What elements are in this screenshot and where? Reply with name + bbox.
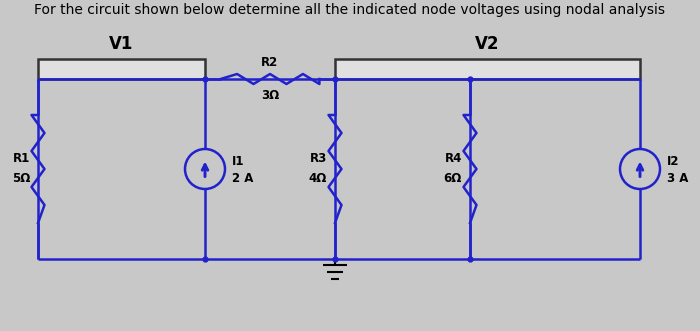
Text: R4: R4 [444,153,462,166]
Text: I2: I2 [667,156,680,168]
Text: 4Ω: 4Ω [309,172,327,185]
Text: V2: V2 [475,35,500,53]
Bar [38,59,205,79]
Text: R3: R3 [309,153,327,166]
Text: 5Ω: 5Ω [12,172,30,185]
Text: R2: R2 [261,56,279,69]
Text: 3Ω: 3Ω [261,89,279,102]
Text: 2 A: 2 A [232,172,253,185]
Bar [335,59,640,79]
Text: For the circuit shown below determine all the indicated node voltages using noda: For the circuit shown below determine al… [34,3,666,17]
Text: V1: V1 [109,35,134,53]
Text: R1: R1 [13,153,30,166]
Text: I1: I1 [232,156,244,168]
Text: 3 A: 3 A [667,172,688,185]
Text: 6Ω: 6Ω [444,172,462,185]
